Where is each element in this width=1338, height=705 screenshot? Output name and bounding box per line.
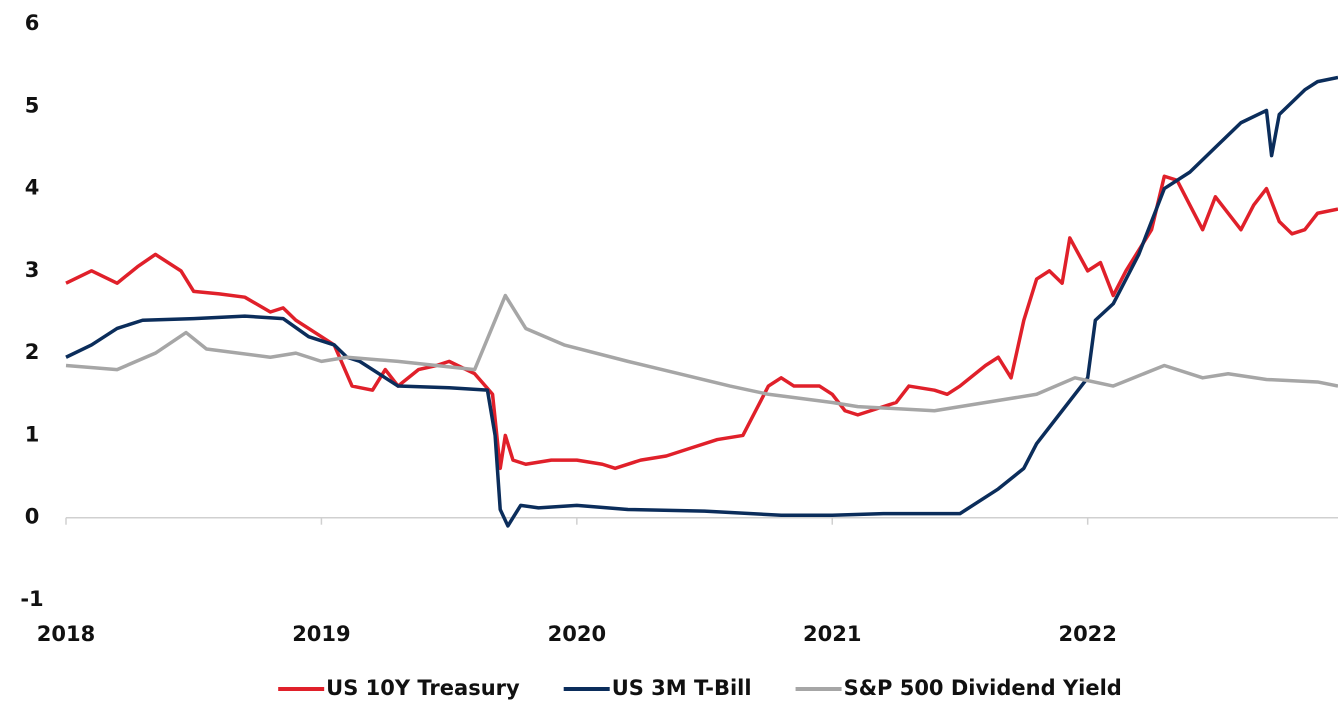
series-line <box>65 293 1338 413</box>
series-line <box>65 174 1338 471</box>
y-tick-label: 2 <box>25 340 40 364</box>
legend-label: US 10Y Treasury <box>326 676 520 700</box>
y-tick-label: 0 <box>25 505 40 529</box>
legend-label: S&P 500 Dividend Yield <box>844 676 1122 700</box>
legend-label: US 3M T-Bill <box>612 676 752 700</box>
x-tick-label: 2018 <box>37 622 95 646</box>
y-tick-label: 5 <box>25 93 40 117</box>
series-line <box>65 75 1338 528</box>
x-tick-label: 2019 <box>292 622 350 646</box>
x-tick-label: 2020 <box>548 622 606 646</box>
x-tick-label: 2021 <box>803 622 861 646</box>
y-tick-label: 1 <box>25 422 40 446</box>
x-tick-label: 2022 <box>1058 622 1116 646</box>
y-tick-label: 3 <box>25 258 40 282</box>
legend: US 10Y Treasury US 3M T-Bill S&P 500 Divid… <box>278 676 1122 700</box>
y-tick-label: 4 <box>25 176 40 200</box>
y-tick-label: 6 <box>25 11 40 35</box>
y-tick-label: -1 <box>20 587 43 611</box>
